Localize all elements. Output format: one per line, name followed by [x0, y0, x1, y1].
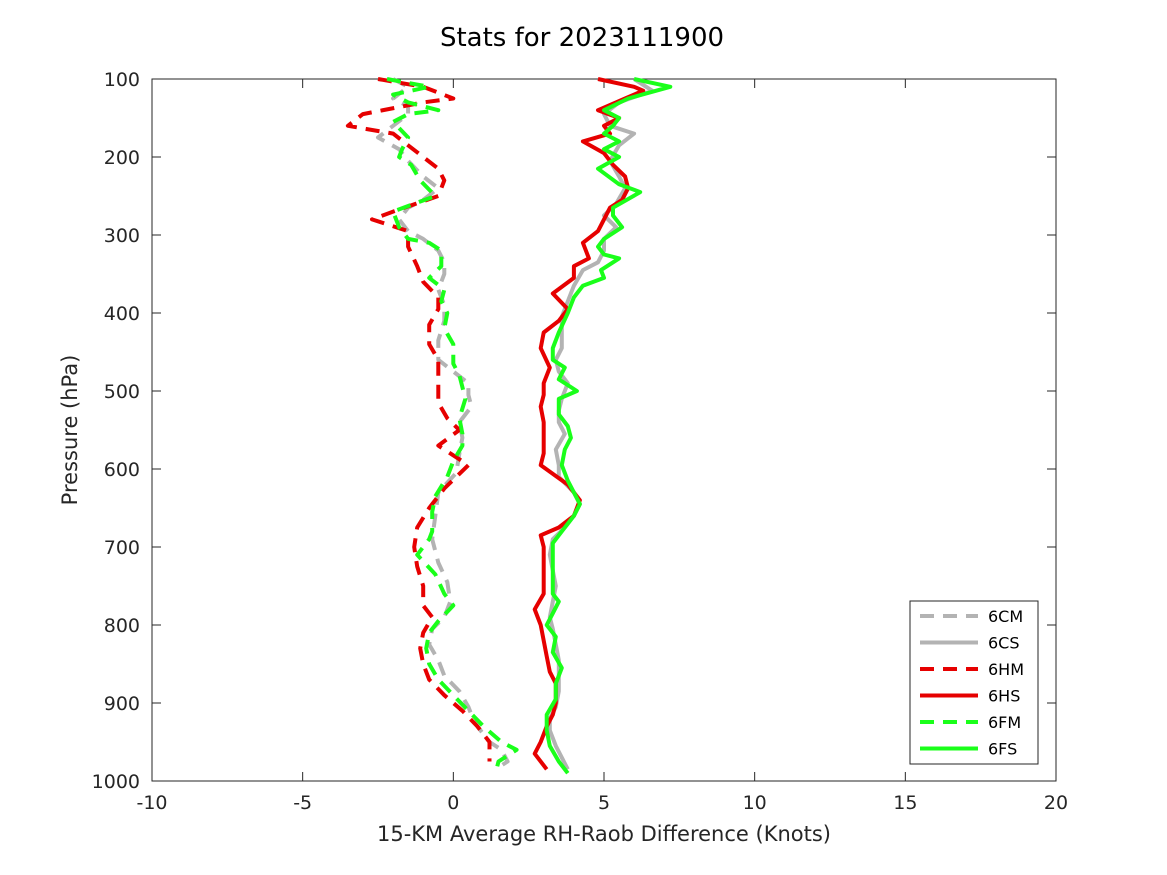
y-tick-label: 300 — [104, 225, 140, 247]
x-tick-label: -10 — [136, 792, 167, 814]
x-axis-label: 15-KM Average RH-Raob Difference (Knots) — [377, 822, 831, 846]
y-tick-label: 900 — [104, 693, 140, 715]
x-tick-label: -5 — [293, 792, 312, 814]
y-tick-label: 1000 — [92, 771, 140, 793]
x-tick-label: 20 — [1044, 792, 1068, 814]
legend-label-6fm: 6FM — [988, 713, 1021, 732]
legend-entries: 6CM 6CS 6HM 6HS 6FM 6FS — [920, 607, 1024, 759]
y-axis-label: Pressure (hPa) — [58, 355, 82, 506]
y-tick-label: 700 — [104, 537, 140, 559]
series-lines — [345, 77, 673, 775]
y-tick-label: 800 — [104, 615, 140, 637]
series-line-6fs — [544, 77, 673, 775]
y-tick-label: 100 — [104, 69, 140, 91]
chart-title: Stats for 2023111900 — [440, 23, 724, 53]
series-line-6hm — [345, 77, 492, 762]
y-tick-label: 400 — [104, 303, 140, 325]
legend-label-6hm: 6HM — [988, 660, 1024, 679]
legend: 6CM 6CS 6HM 6HS 6FM 6FS — [909, 600, 1039, 765]
series-line-6fm — [386, 77, 519, 774]
x-tick-label: 10 — [743, 792, 767, 814]
y-tick-label: 500 — [104, 381, 140, 403]
series-line-6hs — [532, 77, 646, 771]
legend-label-6cs: 6CS — [988, 634, 1020, 653]
x-tick-label: 5 — [598, 792, 610, 814]
axis-ticks: -10 -5 0 5 10 15 20 100 200 300 400 500 600 700 800 900… — [92, 69, 1068, 814]
legend-label-6hs: 6HS — [988, 687, 1020, 706]
legend-label-6fs: 6FS — [988, 740, 1017, 759]
x-tick-label: 0 — [447, 792, 459, 814]
y-tick-label: 200 — [104, 147, 140, 169]
plot-area — [151, 78, 1057, 782]
legend-label-6cm: 6CM — [988, 607, 1023, 626]
x-tick-label: 15 — [893, 792, 917, 814]
legend-box — [909, 600, 1039, 765]
y-tick-label: 600 — [104, 459, 140, 481]
